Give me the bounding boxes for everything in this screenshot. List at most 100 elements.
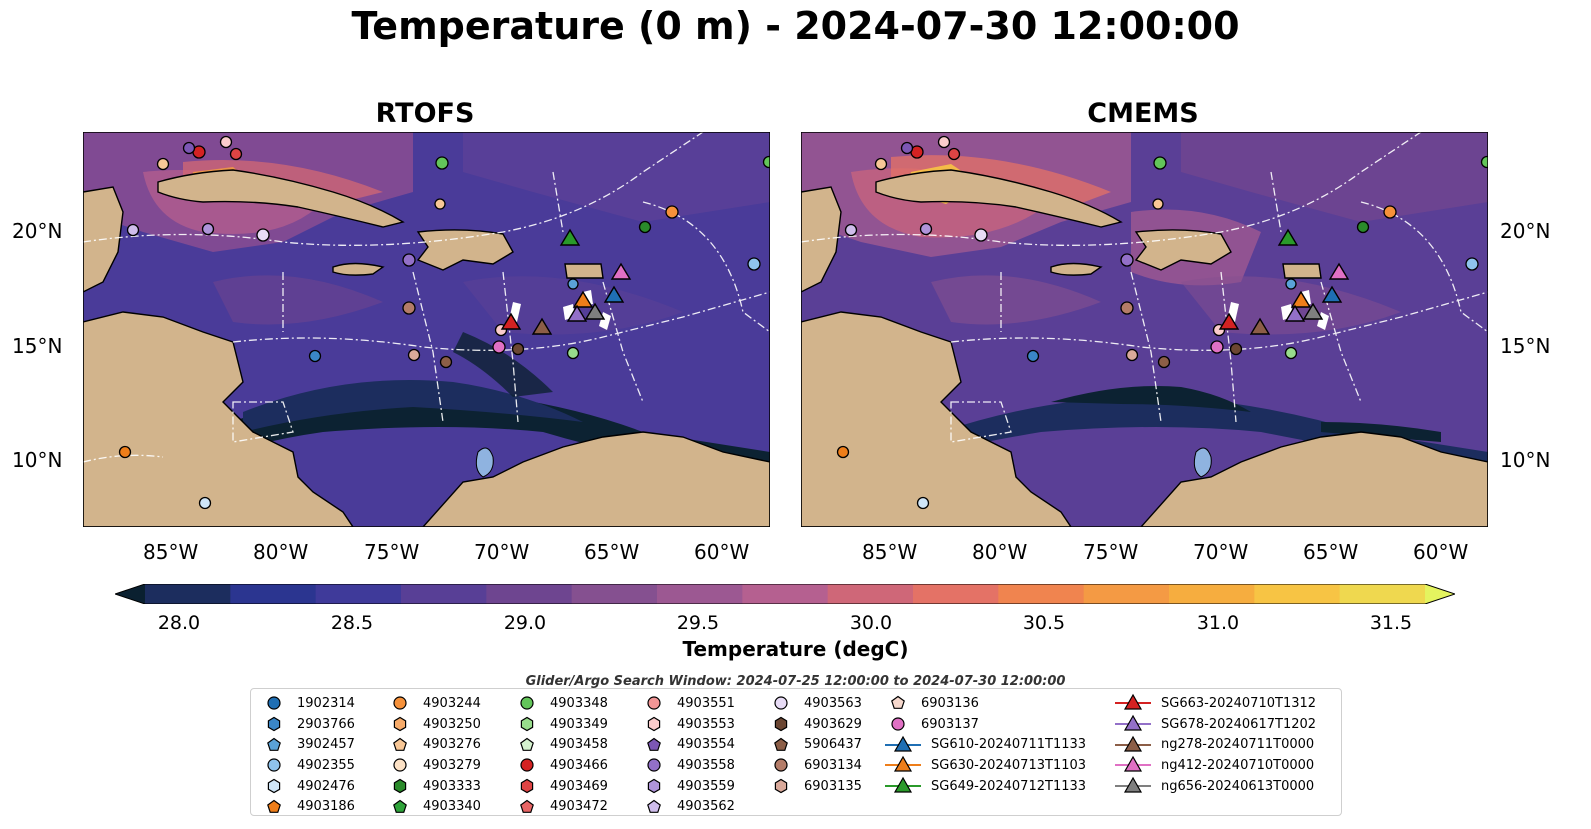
legend-item: 4903559 [639,776,735,797]
circle-marker-icon [520,696,534,710]
hexagon-marker-icon [393,778,407,794]
colorbar-bin [657,584,743,604]
colorbar-bin [827,584,914,604]
triangle-line-marker-icon [885,776,921,793]
legend-item-label: 4902355 [297,757,355,773]
colorbar-bin [401,584,487,604]
legend-item: 3902457 [259,734,355,755]
float-markers [836,135,1488,510]
legend-item: 4903279 [385,755,481,776]
search-window-caption: Glider/Argo Search Window: 2024-07-25 12… [525,674,1066,689]
legend-item: 6903135 [766,776,862,797]
cold-water-band [941,386,1488,472]
pentagon-marker-icon [774,737,788,751]
circle-marker-icon [891,717,905,731]
colorbar-bin [145,584,231,604]
lat-label-20n-left: 20°N [12,219,63,243]
legend-item: ng278-20240711T0000 [1113,734,1316,755]
colorbar-tick-30-0: 30.0 [849,612,893,634]
colorbar-bin [486,584,573,604]
pentagon-marker-icon [267,799,281,813]
legend-item: 4903276 [385,734,481,755]
circle-marker-icon [393,696,407,710]
hexagon-marker-icon [520,778,534,794]
colorbar-bin [1339,584,1426,604]
lon-label-75w-left: 75°W [364,540,420,564]
legend-item-label: 4903553 [677,716,735,732]
circle-marker-icon [774,696,788,710]
glider-markers [1218,228,1350,335]
legend-item-label: SG649-20240712T1133 [931,778,1087,794]
legend-item: 4903551 [639,693,735,714]
triangle-line-marker-icon [1115,735,1151,752]
legend-item-label: 4903562 [677,799,735,815]
colorbar-bin [1169,584,1255,604]
legend-item-label: 4903186 [297,799,355,815]
legend-item-label: 6903135 [804,778,862,794]
lon-label-85w-right: 85°W [862,540,918,564]
jamaica [332,262,385,276]
pentagon-marker-icon [891,696,905,710]
legend-item-label: ng656-20240613T0000 [1161,778,1315,794]
legend-item-label: 4903276 [423,737,481,753]
hexagon-marker-icon [774,716,788,732]
legend-item-label: 4903469 [550,778,608,794]
colorbar-bin [315,584,402,604]
legend-item: 4903186 [259,796,355,817]
legend-item-label: 2903766 [297,716,355,732]
lat-label-20n-right: 20°N [1500,219,1551,243]
colorbar-bin [913,584,999,604]
legend-item-label: 4903250 [423,716,481,732]
legend-item-label: 4903554 [677,737,735,753]
lon-label-60w-left: 60°W [694,540,750,564]
legend-column: SG663-20240710T1312 SG678-20240617T1202 ng… [1113,693,1316,796]
triangle-line-marker-icon [1115,776,1151,793]
legend-item-label: ng278-20240711T0000 [1161,737,1315,753]
central-america-land [83,311,354,527]
legend: 1902314 2903766 3902457 4902355 4902476 49031… [250,688,1342,816]
legend-item-label: 4903458 [550,737,608,753]
lon-label-75w-right: 75°W [1083,540,1139,564]
legend-item: 4903340 [385,796,481,817]
legend-item: SG649-20240712T1133 [883,776,1086,797]
colorbar-tick-29-0: 29.0 [503,612,547,634]
land [801,169,1488,527]
circle-marker-icon [647,758,661,773]
legend-item: SG630-20240713T1103 [883,755,1086,776]
puerto-rico [564,263,604,279]
legend-item: ng656-20240613T0000 [1113,776,1316,797]
legend-item: 4903348 [512,693,608,714]
legend-item-label: 4903551 [677,695,735,711]
legend-column: 1902314 2903766 3902457 4902355 4902476 49031… [259,693,355,817]
pentagon-marker-icon [647,737,661,751]
colorbar-extend-low [115,584,145,604]
legend-item: 4902476 [259,776,355,797]
triangle-line-marker-icon [1115,694,1151,710]
lon-label-60w-right: 60°W [1413,540,1469,564]
colorbar-tick-30-5: 30.5 [1022,612,1066,634]
legend-item-label: 4903558 [677,757,735,773]
legend-item: 6903136 [883,693,1086,714]
legend-item-label: SG663-20240710T1312 [1161,695,1317,711]
legend-item: SG678-20240617T1202 [1113,714,1316,735]
legend-column: 4903563 4903629 5906437 6903134 6903135 [766,693,862,796]
lon-label-70w-left: 70°W [474,540,530,564]
legend-item: 4903458 [512,734,608,755]
map-panel-cmems [801,132,1488,527]
legend-item-label: 4903244 [423,695,481,711]
land [83,169,770,527]
legend-item-label: SG630-20240713T1103 [931,757,1087,773]
lat-label-15n-right: 15°N [1500,334,1551,358]
legend-item-label: 4903559 [677,778,735,794]
colorbar-label: Temperature (degC) [682,637,909,661]
legend-item-label: SG678-20240617T1202 [1161,716,1317,732]
eez-boundaries [801,132,1488,443]
legend-item: 4902355 [259,755,355,776]
legend-item: 6903137 [883,714,1086,735]
map-rtofs [83,132,770,527]
legend-item: 5906437 [766,734,862,755]
legend-item: 4903472 [512,796,608,817]
legend-item: 4903553 [639,714,735,735]
pentagon-marker-icon [647,799,661,813]
triangle-line-marker-icon [1115,714,1151,731]
